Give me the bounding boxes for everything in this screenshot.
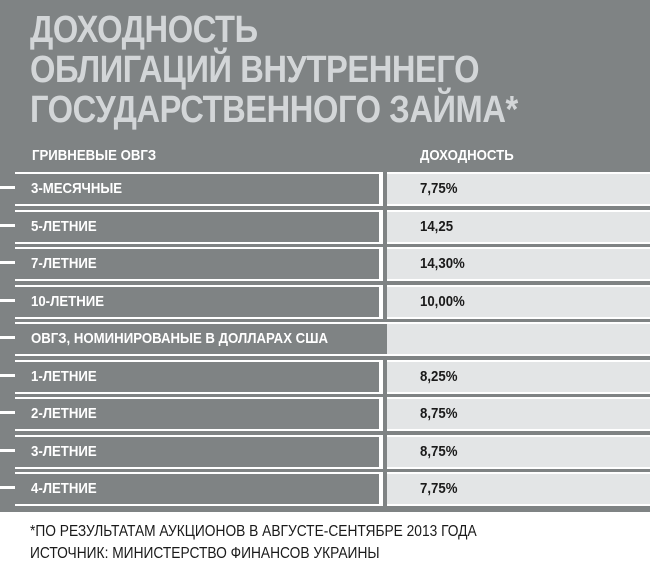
row-label: 1-ЛЕТНИЕ (31, 368, 97, 385)
row-tick (0, 224, 15, 227)
title-line: ГОСУДАРСТВЕННОГО ЗАЙМА* (30, 89, 518, 131)
row-value: 10,00% (420, 293, 465, 310)
label-cell (15, 172, 383, 206)
value-cell (387, 285, 650, 319)
label-cell (15, 435, 383, 469)
footnote: *ПО РЕЗУЛЬТАТАМ АУКЦИОНОВ В АВГУСТЕ-СЕНТ… (30, 523, 477, 540)
value-cell (387, 247, 650, 281)
row-value: 7,75% (420, 480, 458, 497)
row-value: 7,75% (420, 180, 458, 197)
table-row: 7-ЛЕТНИЕ 14,30% (0, 247, 650, 281)
row-label: 7-ЛЕТНИЕ (31, 255, 97, 272)
row-value: 14,30% (420, 255, 465, 272)
row-value: 8,25% (420, 368, 458, 385)
label-cell (15, 247, 383, 281)
title-line: ДОХОДНОСТЬ (30, 9, 258, 51)
column-header-value: ДОХОДНОСТЬ (420, 147, 514, 164)
row-tick (0, 486, 15, 489)
value-cell (387, 172, 650, 206)
label-cell (15, 322, 393, 356)
row-label: ОВГЗ, НОМИНИРОВАНЫЕ В ДОЛЛАРАХ США (31, 330, 328, 347)
value-cell (387, 397, 650, 431)
chart-title: ДОХОДНОСТЬ ОБЛИГАЦИЙ ВНУТРЕННЕГО ГОСУДАР… (30, 10, 518, 130)
row-tick (0, 299, 15, 302)
row-tick (0, 261, 15, 264)
value-cell (387, 360, 650, 394)
source-note: ИСТОЧНИК: МИНИСТЕРСТВО ФИНАНСОВ УКРАИНЫ (30, 545, 380, 562)
row-label: 5-ЛЕТНИЕ (31, 218, 97, 235)
table-row: 4-ЛЕТНИЕ 7,75% (0, 472, 650, 506)
row-value: 8,75% (420, 405, 458, 422)
row-label: 4-ЛЕТНИЕ (31, 480, 97, 497)
row-tick (0, 449, 15, 452)
value-cell (387, 322, 650, 356)
table-row: 10-ЛЕТНИЕ 10,00% (0, 285, 650, 319)
row-value: 14,25 (420, 218, 454, 235)
row-label: 2-ЛЕТНИЕ (31, 405, 97, 422)
value-cell (387, 210, 650, 244)
section-row: ОВГЗ, НОМИНИРОВАНЫЕ В ДОЛЛАРАХ США (0, 322, 650, 356)
value-cell (387, 472, 650, 506)
label-cell (15, 360, 383, 394)
row-label: 3-ЛЕТНИЕ (31, 443, 97, 460)
row-tick (0, 336, 15, 339)
row-value: 8,75% (420, 443, 458, 460)
row-label: 10-ЛЕТНИЕ (31, 293, 105, 310)
label-cell (15, 472, 383, 506)
table-row: 3-ЛЕТНИЕ 8,75% (0, 435, 650, 469)
table-row: 5-ЛЕТНИЕ 14,25 (0, 210, 650, 244)
column-header-label: ГРИВНЕВЫЕ ОВГЗ (32, 147, 157, 164)
label-cell (15, 397, 383, 431)
table-row: 3-МЕСЯЧНЫЕ 7,75% (0, 172, 650, 206)
row-label: 3-МЕСЯЧНЫЕ (31, 180, 123, 197)
row-tick (0, 411, 15, 414)
title-line: ОБЛИГАЦИЙ ВНУТРЕННЕГО (30, 49, 480, 91)
row-tick (0, 186, 15, 189)
row-tick (0, 374, 15, 377)
table-row: 1-ЛЕТНИЕ 8,25% (0, 360, 650, 394)
label-cell (15, 285, 383, 319)
table-row: 2-ЛЕТНИЕ 8,75% (0, 397, 650, 431)
label-cell (15, 210, 383, 244)
value-cell (387, 435, 650, 469)
